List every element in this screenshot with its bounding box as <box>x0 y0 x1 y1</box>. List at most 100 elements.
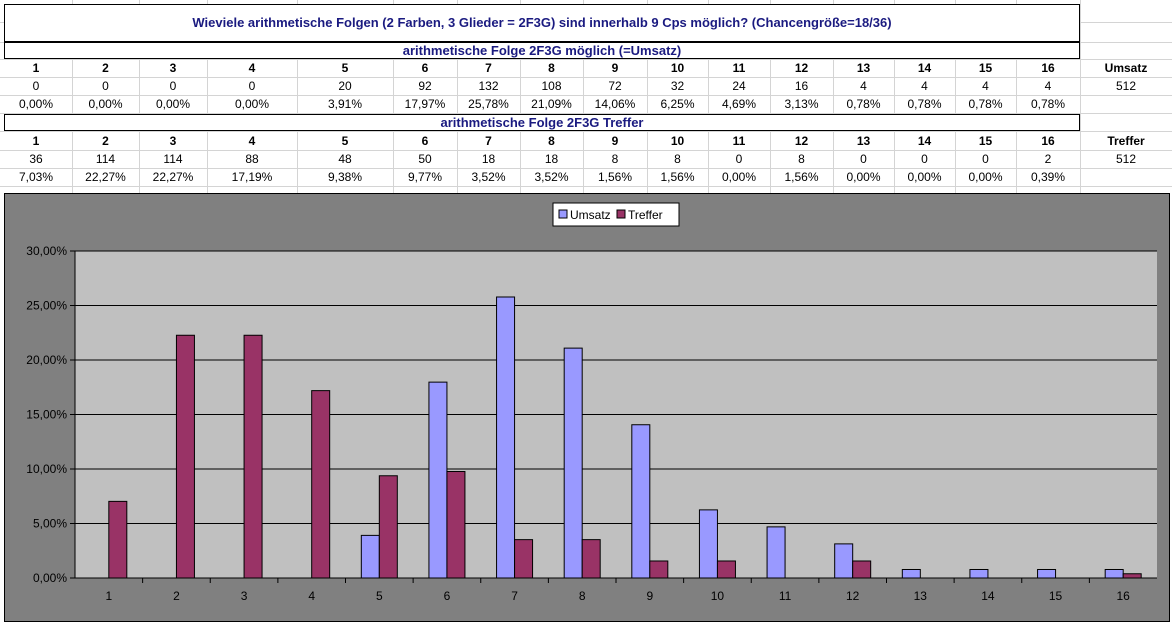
umsatz-header-cell: 4 <box>248 61 256 75</box>
umsatz-count-cell: 72 <box>608 79 622 93</box>
bar-treffer <box>852 560 872 579</box>
x-tick-label: 3 <box>241 589 248 603</box>
bar-treffer <box>446 471 466 579</box>
grid-vline <box>207 0 208 193</box>
umsatz-header-cell: 7 <box>485 61 492 75</box>
treffer-header-cell: 1 <box>32 134 40 148</box>
treffer-header-cell: 2 <box>102 134 109 148</box>
bar-treffer <box>514 539 534 579</box>
treffer-count-cell: 8 <box>611 152 619 166</box>
treffer-percent-cell: 9,38% <box>327 170 363 184</box>
treffer-count-cell: 48 <box>338 152 352 166</box>
treffer-count-cell: 36 <box>29 152 43 166</box>
treffer-count-cell: 0 <box>860 152 867 166</box>
treffer-count-cell: 512 <box>1115 152 1137 166</box>
umsatz-percent-cell: 0,78% <box>907 97 942 111</box>
umsatz-percent-cell: 0,00% <box>88 97 123 111</box>
bar-treffer <box>649 560 669 579</box>
umsatz-header-cell: 1 <box>32 61 40 75</box>
grid-vline <box>955 0 956 193</box>
x-tick-label: 7 <box>511 589 518 603</box>
umsatz-percent-cell: 3,13% <box>784 97 819 111</box>
umsatz-header-cell: 14 <box>917 61 932 75</box>
grid-vline <box>297 0 298 193</box>
bar-umsatz <box>698 509 718 579</box>
umsatz-percent-cell: 3,91% <box>327 97 363 111</box>
legend-swatch-umsatz <box>558 209 568 219</box>
y-tick-label: 5,00% <box>33 517 67 531</box>
umsatz-header-cell: 8 <box>548 61 555 75</box>
bar-umsatz <box>1037 568 1057 579</box>
umsatz-header-cell: 16 <box>1041 61 1055 75</box>
y-tick-label: 10,00% <box>26 462 67 476</box>
umsatz-count-cell: 4 <box>982 79 989 93</box>
treffer-count-cell: 114 <box>95 152 116 166</box>
bar-umsatz <box>834 543 854 579</box>
treffer-count-cell: 0 <box>982 152 989 166</box>
bar-treffer <box>716 560 736 579</box>
treffer-count-cell: 2 <box>1044 152 1052 166</box>
grid-hline <box>0 186 1172 187</box>
bar-umsatz <box>1104 568 1124 579</box>
treffer-percent-cell: 0,00% <box>846 170 881 184</box>
umsatz-count-cell: 24 <box>732 79 746 93</box>
treffer-percent-cell: 0,00% <box>721 170 757 184</box>
grid-vline <box>72 0 73 193</box>
treffer-count-cell: 88 <box>245 152 259 166</box>
legend-label-umsatz: Umsatz <box>570 208 611 222</box>
bar-umsatz <box>969 568 989 579</box>
legend <box>552 202 680 227</box>
umsatz-percent-cell: 0,78% <box>846 97 881 111</box>
x-tick-label: 12 <box>846 589 860 603</box>
bar-treffer <box>108 500 128 579</box>
x-tick-label: 16 <box>1117 589 1131 603</box>
treffer-header-cell: 6 <box>421 134 429 148</box>
treffer-header-cell: 3 <box>169 134 177 148</box>
treffer-count-cell: 0 <box>921 152 928 166</box>
bar-umsatz <box>496 296 516 579</box>
y-tick-label: 20,00% <box>26 353 67 367</box>
umsatz-count-cell: 132 <box>478 79 499 93</box>
bar-treffer <box>378 475 398 579</box>
grid-vline <box>520 0 521 193</box>
umsatz-header-cell: 5 <box>341 61 349 75</box>
umsatz-percent-cell: 17,97% <box>404 97 446 111</box>
treffer-percent-cell: 0,00% <box>907 170 942 184</box>
x-tick-label: 10 <box>711 589 725 603</box>
treffer-header-cell: 13 <box>856 134 871 148</box>
umsatz-percent-cell: 0,78% <box>1030 97 1066 111</box>
treffer-percent-cell: 0,39% <box>1030 170 1066 184</box>
treffer-header-cell: 11 <box>732 134 746 148</box>
umsatz-count-cell: 0 <box>169 79 177 93</box>
treffer-header-cell: 12 <box>794 134 809 148</box>
umsatz-percent-cell: 6,25% <box>660 97 695 111</box>
grid-vline <box>647 0 648 193</box>
grid-vline <box>1016 0 1017 193</box>
umsatz-percent-cell: 21,09% <box>531 97 572 111</box>
section2-title-text: arithmetische Folge 2F3G Treffer <box>440 115 644 130</box>
treffer-header-cell: 7 <box>485 134 492 148</box>
umsatz-count-cell: 16 <box>794 79 809 93</box>
treffer-percent-cell: 22,27% <box>152 170 194 184</box>
legend-label-treffer: Treffer <box>628 208 663 222</box>
x-tick-label: 1 <box>105 589 112 603</box>
x-tick-label: 9 <box>646 589 653 603</box>
sheet-title-text: Wieviele arithmetische Folgen (2 Farben,… <box>192 15 892 30</box>
umsatz-count-cell: 0 <box>102 79 109 93</box>
x-tick-label: 6 <box>444 589 451 603</box>
grid-hline <box>0 168 1172 169</box>
umsatz-count-cell: 92 <box>418 79 432 93</box>
treffer-header-cell: Treffer <box>1107 134 1145 148</box>
umsatz-percent-cell: 14,06% <box>594 97 636 111</box>
bar-treffer <box>243 334 263 579</box>
umsatz-header-cell: 13 <box>856 61 871 75</box>
section1-title-text: arithmetische Folge 2F3G möglich (=Umsat… <box>402 43 682 58</box>
sheet-title: Wieviele arithmetische Folgen (2 Farben,… <box>4 4 1080 42</box>
umsatz-header-cell: 9 <box>611 61 619 75</box>
treffer-percent-cell: 0,00% <box>968 170 1003 184</box>
section1-title: arithmetische Folge 2F3G möglich (=Umsat… <box>4 42 1080 59</box>
grid-hline <box>0 150 1172 151</box>
treffer-header-cell: 10 <box>670 134 685 148</box>
treffer-percent-cell: 17,19% <box>231 170 273 184</box>
bar-treffer <box>581 539 601 579</box>
